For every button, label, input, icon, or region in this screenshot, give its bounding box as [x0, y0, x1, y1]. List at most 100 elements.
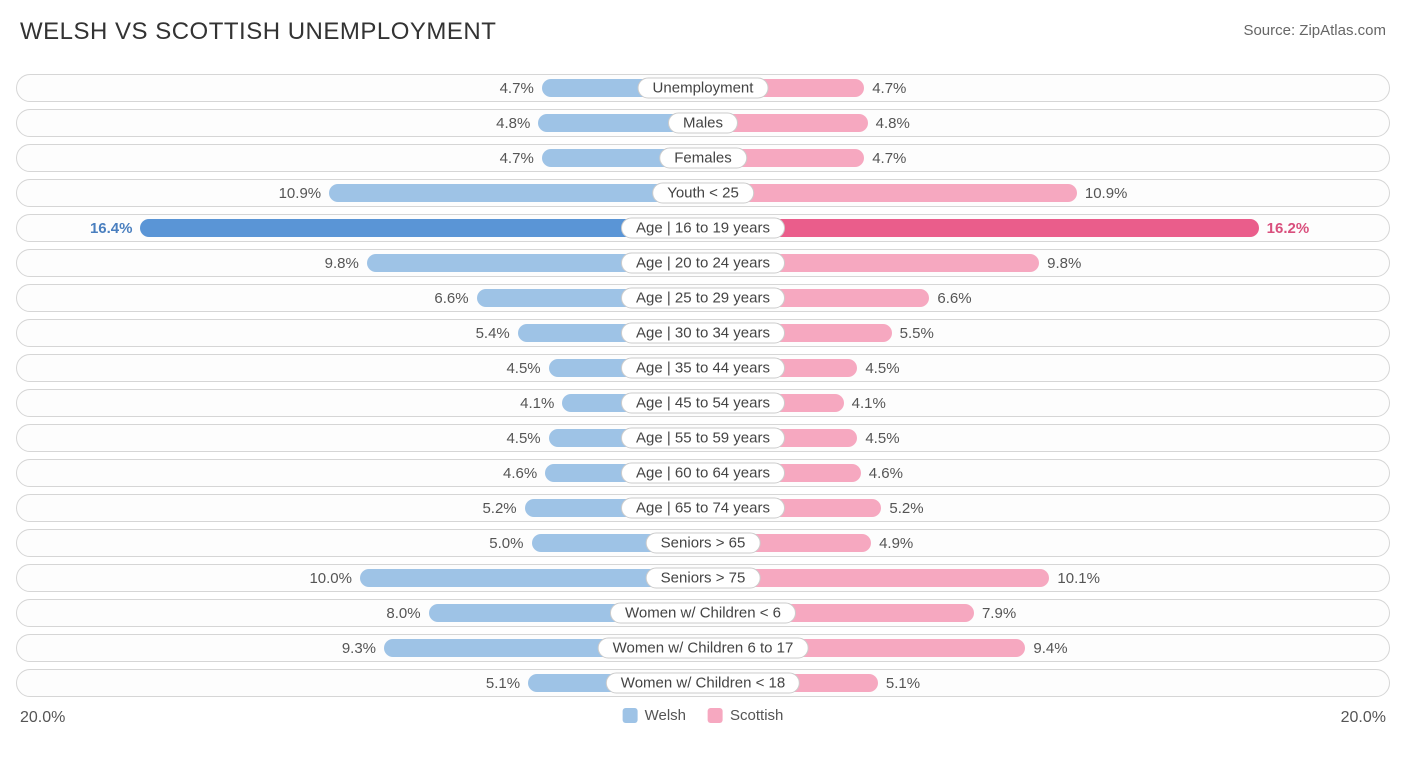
bar-half-right: 4.5% — [703, 425, 1389, 451]
row-category-label: Age | 45 to 54 years — [621, 393, 785, 414]
row-category-label: Women w/ Children < 6 — [610, 603, 796, 624]
value-scottish: 16.2% — [1259, 220, 1318, 237]
bar-scottish — [703, 184, 1077, 202]
legend-label-scottish: Scottish — [730, 707, 783, 724]
bar-half-right: 5.5% — [703, 320, 1389, 346]
row-category-label: Age | 20 to 24 years — [621, 253, 785, 274]
bar-half-right: 4.9% — [703, 530, 1389, 556]
value-scottish: 6.6% — [929, 290, 979, 307]
bar-rows: 4.7%4.7%Unemployment4.8%4.8%Males4.7%4.7… — [16, 74, 1390, 697]
bar-row: 10.0%10.1%Seniors > 75 — [16, 564, 1390, 592]
bar-scottish — [703, 219, 1259, 237]
value-scottish: 4.8% — [868, 115, 918, 132]
bar-half-left: 5.1% — [17, 670, 703, 696]
row-category-label: Age | 30 to 34 years — [621, 323, 785, 344]
value-welsh: 4.5% — [498, 430, 548, 447]
value-welsh: 9.3% — [334, 640, 384, 657]
bar-half-left: 5.2% — [17, 495, 703, 521]
bar-half-right: 10.1% — [703, 565, 1389, 591]
bar-half-left: 4.6% — [17, 460, 703, 486]
value-welsh: 16.4% — [82, 220, 141, 237]
bar-half-right: 4.6% — [703, 460, 1389, 486]
value-welsh: 4.7% — [492, 80, 542, 97]
value-welsh: 6.6% — [426, 290, 476, 307]
axis-max-left: 20.0% — [20, 709, 65, 727]
bar-half-left: 4.8% — [17, 110, 703, 136]
value-scottish: 9.4% — [1025, 640, 1075, 657]
legend-item-scottish: Scottish — [708, 707, 783, 724]
row-category-label: Women w/ Children 6 to 17 — [598, 638, 809, 659]
bar-half-left: 8.0% — [17, 600, 703, 626]
legend-item-welsh: Welsh — [623, 707, 686, 724]
row-category-label: Women w/ Children < 18 — [606, 673, 800, 694]
value-welsh: 5.2% — [474, 500, 524, 517]
row-category-label: Females — [659, 148, 747, 169]
row-category-label: Age | 60 to 64 years — [621, 463, 785, 484]
bar-row: 4.5%4.5%Age | 35 to 44 years — [16, 354, 1390, 382]
bar-half-right: 7.9% — [703, 600, 1389, 626]
value-welsh: 10.0% — [301, 570, 360, 587]
legend-swatch-welsh — [623, 708, 638, 723]
value-welsh: 5.1% — [478, 675, 528, 692]
bar-row: 5.1% 5.1% Women w/ Children < 18 — [16, 669, 1390, 697]
bar-half-left: 4.5% — [17, 355, 703, 381]
bar-row: 8.0% 7.9% Women w/ Children < 6 — [16, 599, 1390, 627]
value-scottish: 4.7% — [864, 150, 914, 167]
chart-container: WELSH VS SCOTTISH UNEMPLOYMENT Source: Z… — [0, 0, 1406, 743]
value-scottish: 4.7% — [864, 80, 914, 97]
bar-row: 4.6%4.6%Age | 60 to 64 years — [16, 459, 1390, 487]
bar-row: 9.3% 9.4% Women w/ Children 6 to 17 — [16, 634, 1390, 662]
row-category-label: Males — [668, 113, 738, 134]
value-welsh: 8.0% — [378, 605, 428, 622]
bar-half-right: 6.6% — [703, 285, 1389, 311]
row-category-label: Youth < 25 — [652, 183, 754, 204]
bar-row: 4.7% 4.7% Unemployment — [16, 74, 1390, 102]
value-scottish: 5.5% — [892, 325, 942, 342]
value-scottish: 5.1% — [878, 675, 928, 692]
value-scottish: 4.1% — [844, 395, 894, 412]
bar-half-left: 10.9% — [17, 180, 703, 206]
bar-half-left: 5.0% — [17, 530, 703, 556]
bar-row: 4.8%4.8%Males — [16, 109, 1390, 137]
value-scottish: 7.9% — [974, 605, 1024, 622]
bar-half-right: 4.7% — [703, 75, 1389, 101]
bar-row: 4.5%4.5%Age | 55 to 59 years — [16, 424, 1390, 452]
header: WELSH VS SCOTTISH UNEMPLOYMENT Source: Z… — [16, 18, 1390, 46]
legend-swatch-scottish — [708, 708, 723, 723]
value-welsh: 4.6% — [495, 465, 545, 482]
legend: Welsh Scottish — [623, 707, 784, 724]
row-category-label: Age | 65 to 74 years — [621, 498, 785, 519]
bar-row: 16.4% 16.2% Age | 16 to 19 years — [16, 214, 1390, 242]
row-category-label: Seniors > 65 — [646, 533, 761, 554]
bar-half-right: 4.7% — [703, 145, 1389, 171]
bar-row: 5.0% 4.9% Seniors > 65 — [16, 529, 1390, 557]
bar-row: 9.8% 9.8% Age | 20 to 24 years — [16, 249, 1390, 277]
value-welsh: 9.8% — [317, 255, 367, 272]
row-category-label: Age | 16 to 19 years — [621, 218, 785, 239]
value-scottish: 5.2% — [881, 500, 931, 517]
bar-half-left: 4.5% — [17, 425, 703, 451]
value-scottish: 4.5% — [857, 360, 907, 377]
row-category-label: Age | 55 to 59 years — [621, 428, 785, 449]
legend-label-welsh: Welsh — [645, 707, 686, 724]
bar-half-left: 6.6% — [17, 285, 703, 311]
bar-half-right: 4.1% — [703, 390, 1389, 416]
value-scottish: 4.9% — [871, 535, 921, 552]
value-scottish: 10.1% — [1049, 570, 1108, 587]
bar-half-left: 9.8% — [17, 250, 703, 276]
bar-row: 5.2% 5.2% Age | 65 to 74 years — [16, 494, 1390, 522]
bar-half-left: 4.7% — [17, 75, 703, 101]
row-category-label: Age | 35 to 44 years — [621, 358, 785, 379]
value-scottish: 9.8% — [1039, 255, 1089, 272]
bar-half-left: 16.4% — [17, 215, 703, 241]
axis-max-right: 20.0% — [1341, 709, 1386, 727]
value-welsh: 5.4% — [468, 325, 518, 342]
bar-half-right: 4.5% — [703, 355, 1389, 381]
value-welsh: 10.9% — [271, 185, 330, 202]
bar-half-right: 4.8% — [703, 110, 1389, 136]
bar-welsh — [140, 219, 703, 237]
bar-half-left: 4.7% — [17, 145, 703, 171]
row-category-label: Unemployment — [638, 78, 769, 99]
source-attribution: Source: ZipAtlas.com — [1243, 22, 1386, 39]
bar-row: 4.1%4.1%Age | 45 to 54 years — [16, 389, 1390, 417]
